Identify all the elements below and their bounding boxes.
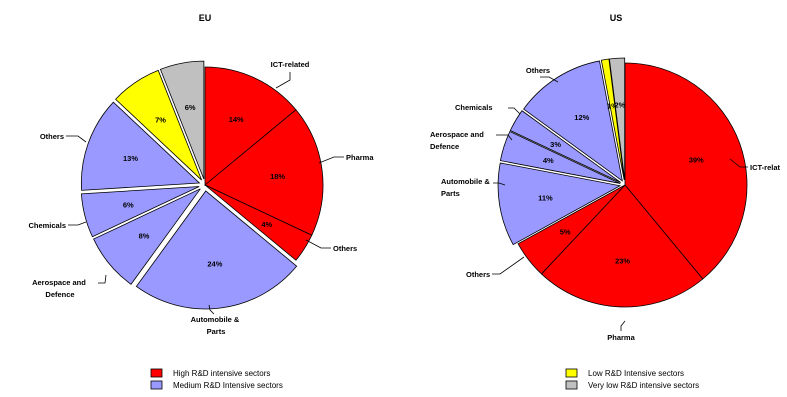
- eu-slice-2-pct-label: 4%: [261, 220, 272, 229]
- us-pie: 39%23%5%11%4%3%12%1%2%: [498, 58, 747, 307]
- legend-swatch-low: [566, 369, 577, 377]
- us-label-chemicals: Chemicals: [455, 103, 493, 112]
- eu-leader-others-high: [306, 240, 331, 248]
- us-label-automobile: Automobile & Parts: [441, 177, 492, 198]
- eu-leader-pharma: [319, 157, 344, 163]
- us-label-aerospace-line2: Defence: [430, 142, 459, 151]
- us-chart-title: US: [610, 13, 623, 23]
- eu-label-aerospace-line1: Aerospace and: [32, 278, 86, 287]
- eu-pie: 14% 18% 4% 24% 8% 6% 13% 7% 6%: [81, 61, 323, 309]
- eu-slice-4-pct-label: 8%: [139, 232, 150, 241]
- us-label-aerospace-line1: Aerospace and: [430, 130, 484, 139]
- eu-label-aerospace-line2: Defence: [45, 290, 74, 299]
- eu-slice-5-pct-label: 6%: [123, 201, 134, 210]
- us-leader-others-high: [492, 257, 524, 274]
- eu-label-others-high: Others: [333, 244, 357, 253]
- legend-swatch-verylow: [566, 381, 577, 389]
- us-label-aerospace: Aerospace and Defence: [430, 130, 486, 151]
- us-label-pharma: Pharma: [607, 333, 635, 342]
- eu-leader-aerospace: [98, 275, 106, 283]
- us-label-automobile-line1: Automobile &: [441, 177, 490, 186]
- eu-slice-7-pct-label: 7%: [155, 116, 166, 125]
- eu-slice-3-pct-label: 24%: [207, 260, 222, 269]
- eu-label-automobile-line1: Automobile &: [191, 315, 240, 324]
- legend-swatch-high: [151, 369, 162, 377]
- eu-chart-title: EU: [199, 13, 212, 23]
- eu-leader-ict: [276, 72, 290, 88]
- us-slice-4-pct-label: 4%: [543, 156, 554, 165]
- us-label-ict: ICT-relat: [750, 163, 781, 172]
- eu-slice-0-pct-label: 14%: [229, 115, 244, 124]
- legend-swatch-medium: [151, 381, 162, 389]
- eu-slice-8-pct-label: 6%: [185, 103, 196, 112]
- eu-label-pharma: Pharma: [346, 153, 374, 162]
- us-label-others-medium: Others: [526, 66, 550, 75]
- eu-leader-chemicals: [68, 222, 86, 225]
- legend-label-high: High R&D intensive sectors: [173, 369, 270, 378]
- eu-label-automobile-line2: Parts: [207, 327, 226, 336]
- legend-label-low: Low R&D Intensive sectors: [588, 369, 684, 378]
- us-slice-8-pct-label: 2%: [614, 101, 625, 110]
- us-slice-6-pct-label: 12%: [574, 113, 589, 122]
- legend: High R&D intensive sectors Medium R&D In…: [151, 369, 699, 390]
- us-leader-chemicals: [508, 108, 520, 114]
- us-slice-1-pct-label: 23%: [615, 257, 630, 266]
- eu-label-automobile: Automobile & Parts: [191, 315, 242, 336]
- us-slice-5-pct-label: 3%: [550, 140, 561, 149]
- eu-label-aerospace: Aerospace and Defence: [32, 278, 88, 299]
- legend-label-verylow: Very low R&D intensive sectors: [588, 381, 699, 390]
- us-slice-0-pct-label: 39%: [689, 155, 704, 164]
- eu-leader-others-medium: [66, 136, 86, 142]
- legend-label-medium: Medium R&D Intensive sectors: [173, 381, 283, 390]
- eu-label-ict: ICT-related: [271, 60, 310, 69]
- us-label-automobile-line2: Parts: [441, 189, 460, 198]
- us-slice-3-pct-label: 11%: [538, 194, 553, 203]
- us-leader-pharma: [621, 321, 625, 331]
- eu-slice-6-pct-label: 13%: [123, 154, 138, 163]
- eu-slice-1-pct-label: 18%: [270, 172, 285, 181]
- eu-label-chemicals: Chemicals: [28, 221, 66, 230]
- eu-label-others-medium: Others: [40, 132, 64, 141]
- us-slice-2-pct-label: 5%: [560, 227, 571, 236]
- us-label-others-high: Others: [466, 270, 490, 279]
